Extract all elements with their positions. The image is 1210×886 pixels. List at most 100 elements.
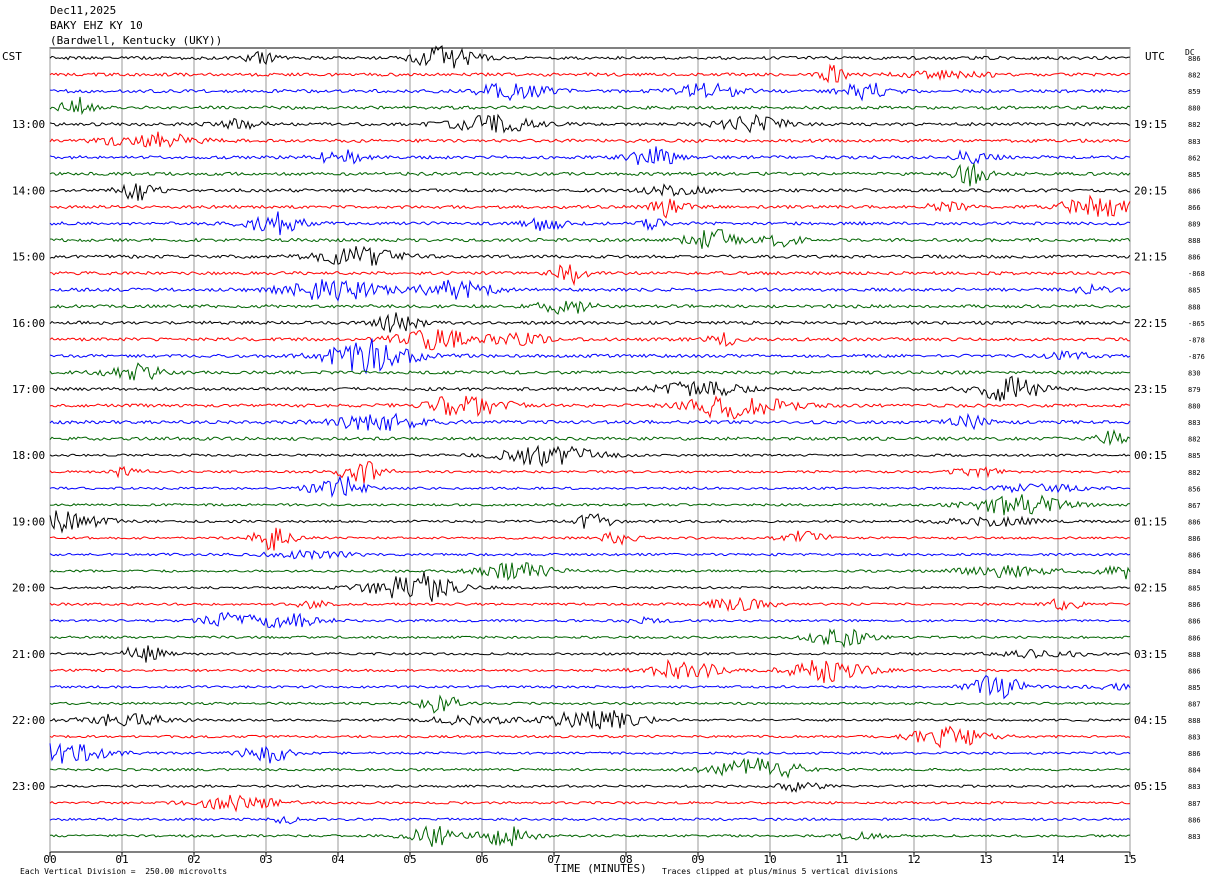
right-hour-label: 01:15 [1134, 515, 1167, 528]
seismic-trace [49, 45, 1131, 69]
dc-offset-label: 867 [1188, 502, 1201, 510]
dc-offset-label: 886 [1188, 187, 1201, 195]
x-tick-label: 05 [403, 853, 416, 866]
seismic-trace [49, 757, 1131, 779]
x-tick-label: 02 [187, 853, 200, 866]
seismic-trace [49, 694, 1131, 714]
seismic-trace [49, 338, 1131, 375]
dc-offset-header: DC [1185, 48, 1195, 57]
seismic-trace [49, 183, 1131, 201]
left-hour-label: 15:00 [12, 251, 45, 264]
dc-offset-label: 883 [1188, 138, 1201, 146]
dc-offset-label: -878 [1188, 336, 1205, 344]
dc-offset-label: 885 [1188, 171, 1201, 179]
seismic-trace [49, 725, 1131, 749]
x-tick-label: 09 [691, 853, 704, 866]
seismic-trace [49, 742, 1131, 764]
seismic-trace [49, 527, 1131, 551]
seismic-trace [49, 674, 1131, 700]
dc-offset-label: 883 [1188, 783, 1201, 791]
x-tick-label: 12 [907, 853, 920, 866]
dc-offset-label: 886 [1188, 750, 1201, 758]
dc-offset-label: 882 [1188, 121, 1201, 129]
dc-offset-label: 866 [1188, 204, 1201, 212]
x-tick-label: 14 [1051, 853, 1065, 866]
dc-offset-label: 882 [1188, 436, 1201, 444]
dc-offset-label: 885 [1188, 287, 1201, 295]
dc-offset-label: 880 [1188, 403, 1201, 411]
seismic-trace [49, 628, 1131, 649]
seismic-trace [49, 781, 1131, 793]
seismic-trace [49, 596, 1131, 612]
clip-note: Traces clipped at plus/minus 5 vertical … [662, 867, 899, 876]
dc-offset-label: 882 [1188, 469, 1201, 477]
station-date: Dec11,2025 [50, 4, 117, 17]
seismic-trace [49, 658, 1131, 684]
seismic-trace [49, 194, 1131, 219]
dc-offset-label: 888 [1188, 651, 1201, 659]
dc-offset-label: 886 [1188, 55, 1201, 63]
right-hour-label: 19:15 [1134, 118, 1167, 131]
x-tick-label: 15 [1123, 853, 1136, 866]
seismic-trace [49, 494, 1130, 516]
seismic-trace [49, 245, 1131, 266]
dc-offset-label: 830 [1188, 369, 1201, 377]
seismic-trace [49, 82, 1131, 102]
seismic-trace [49, 264, 1131, 287]
x-tick-label: 04 [331, 853, 345, 866]
seismic-trace [49, 96, 1131, 116]
dc-offset-label: 888 [1188, 717, 1201, 725]
left-timezone-label: CST [2, 50, 22, 63]
seismic-trace [49, 63, 1130, 84]
dc-offset-label: 886 [1188, 601, 1201, 609]
seismic-trace [49, 395, 1131, 420]
right-hour-label: 04:15 [1134, 714, 1167, 727]
seismic-trace [49, 549, 1131, 561]
left-hour-label: 16:00 [12, 317, 45, 330]
dc-offset-label: 856 [1188, 485, 1201, 493]
left-hour-label: 21:00 [12, 648, 45, 661]
x-axis-title: TIME (MINUTES) [554, 862, 647, 875]
x-tick-label: 08 [619, 853, 632, 866]
dc-offset-label: 886 [1188, 618, 1201, 626]
seismic-trace [49, 329, 1130, 351]
seismic-trace [49, 146, 1131, 166]
dc-offset-label: 886 [1188, 518, 1201, 526]
seismic-trace [49, 362, 1131, 381]
seismic-trace [49, 131, 1131, 148]
dc-offset-label: 887 [1188, 700, 1201, 708]
seismic-trace [49, 429, 1131, 446]
dc-offset-label: 888 [1188, 237, 1201, 245]
left-hour-label: 18:00 [12, 449, 45, 462]
right-hour-label: 20:15 [1134, 184, 1167, 197]
seismic-trace [49, 611, 1131, 629]
x-tick-label: 00 [43, 853, 56, 866]
dc-offset-label: 862 [1188, 154, 1201, 162]
dc-offset-label: 859 [1188, 88, 1201, 96]
seismic-trace [49, 163, 1131, 187]
right-hour-label: 03:15 [1134, 648, 1167, 661]
x-tick-label: 06 [475, 853, 488, 866]
dc-offset-label: 886 [1188, 254, 1201, 262]
dc-offset-label: 880 [1188, 105, 1201, 113]
dc-offset-label: 887 [1188, 800, 1201, 808]
seismic-trace [49, 510, 1131, 534]
x-tick-label: 01 [115, 853, 128, 866]
right-hour-label: 21:15 [1134, 251, 1167, 264]
x-tick-label: 11 [835, 853, 848, 866]
left-hour-label: 14:00 [12, 184, 45, 197]
seismic-trace [49, 279, 1131, 302]
dc-offset-label: 889 [1188, 221, 1201, 229]
dc-offset-label: -876 [1188, 353, 1205, 361]
seismic-trace [49, 645, 1131, 663]
dc-offset-label: 883 [1188, 419, 1201, 427]
dc-offset-label: 885 [1188, 684, 1201, 692]
dc-offset-label: 886 [1188, 535, 1201, 543]
dc-offset-label: 885 [1188, 452, 1201, 460]
x-tick-label: 10 [763, 853, 776, 866]
left-hour-label: 13:00 [12, 118, 45, 131]
seismic-trace [49, 412, 1131, 431]
seismic-trace [49, 312, 1131, 333]
right-timezone-label: UTC [1145, 50, 1165, 63]
